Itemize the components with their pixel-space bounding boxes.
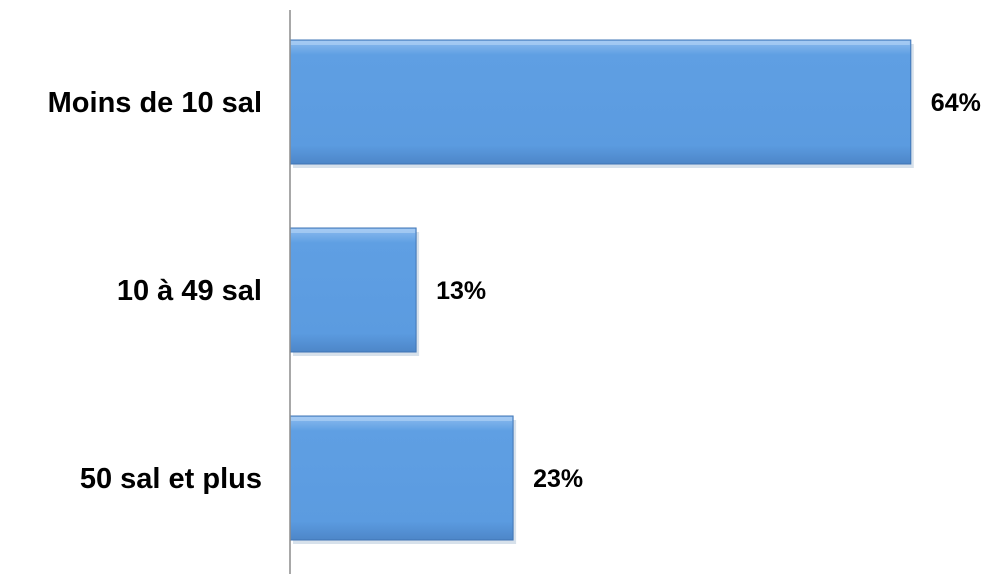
- value-label-50-sal-et-plus: 23%: [533, 465, 583, 493]
- value-label-10-a-49-sal: 13%: [436, 277, 486, 305]
- bar-50-sal-et-plus: [289, 415, 514, 541]
- bar-10-a-49-sal: [289, 227, 417, 353]
- bar-highlight-10-a-49-sal: [291, 229, 416, 233]
- category-label-moins-de-10-sal: Moins de 10 sal: [48, 87, 262, 119]
- labels-layer: Moins de 10 sal 64% 10 à 49 sal 13% 50 sal e…: [48, 87, 981, 495]
- category-label-10-a-49-sal: 10 à 49 sal: [117, 275, 262, 307]
- value-label-moins-de-10-sal: 64%: [931, 89, 981, 117]
- bar-moins-de-10-sal: [289, 39, 912, 165]
- bars-layer: [289, 39, 914, 544]
- category-label-50-sal-et-plus: 50 sal et plus: [80, 463, 262, 495]
- bar-highlight-50-sal-et-plus: [291, 417, 513, 421]
- bar-highlight-moins-de-10-sal: [291, 41, 910, 45]
